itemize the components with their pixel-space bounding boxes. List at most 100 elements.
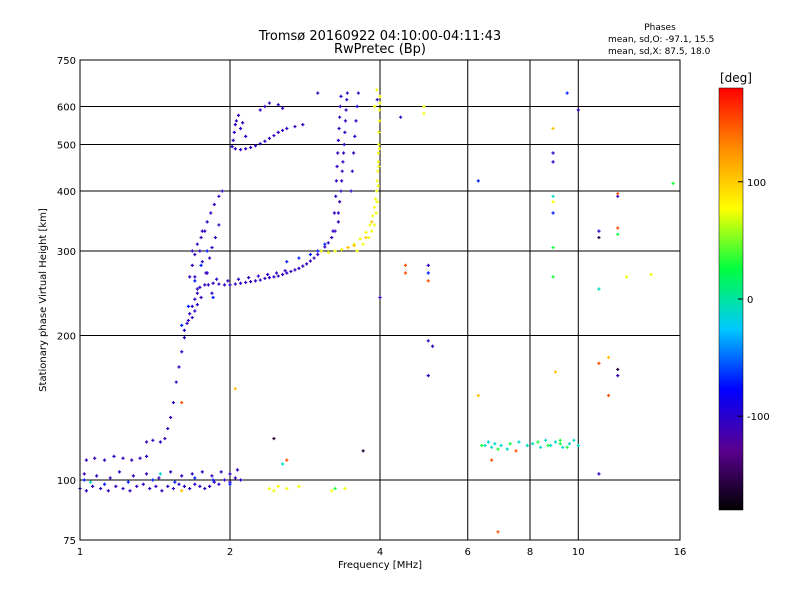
colorbar-label: [deg]: [720, 71, 752, 85]
echo-point: [186, 304, 190, 308]
echo-point: [597, 235, 601, 240]
echo-point: [358, 237, 362, 241]
echo-point: [185, 321, 189, 325]
echo-point: [361, 242, 365, 246]
echo-point: [551, 194, 555, 198]
chart-title: Tromsø 20160922 04:10:00-04:11:43: [258, 29, 501, 44]
echo-point: [198, 249, 202, 253]
echo-point: [99, 486, 103, 491]
echo-point: [378, 295, 382, 300]
echo-point: [525, 443, 529, 448]
echo-point: [350, 169, 354, 173]
echo-point: [267, 136, 272, 140]
echo-point: [344, 108, 348, 112]
y-tick-label: 500: [57, 141, 76, 152]
echo-point: [190, 249, 194, 253]
echo-point: [330, 235, 334, 240]
echo-point: [531, 442, 535, 446]
echo-point: [276, 103, 280, 107]
echo-point: [364, 235, 368, 240]
echo-point: [193, 275, 197, 279]
echo-point: [326, 250, 330, 255]
echo-point: [117, 470, 122, 474]
echo-point: [370, 220, 374, 224]
echo-point: [576, 108, 580, 112]
echo-point: [367, 235, 371, 240]
echo-point: [616, 226, 620, 230]
x-tick-label: 4: [377, 547, 383, 558]
echo-point: [339, 94, 343, 98]
echo-point: [249, 145, 253, 150]
echo-point: [180, 323, 184, 327]
echo-point: [351, 151, 356, 155]
echo-point: [597, 229, 601, 233]
echo-point: [308, 259, 313, 263]
echo-point: [217, 282, 221, 286]
echo-point: [193, 482, 197, 486]
echo-point: [375, 88, 379, 92]
echo-point: [337, 126, 341, 131]
echo-point: [226, 279, 230, 283]
echo-point: [319, 249, 323, 253]
echo-point: [84, 489, 88, 493]
echo-point: [190, 304, 194, 308]
echo-point: [238, 126, 243, 131]
echo-point: [336, 220, 340, 224]
echo-point: [355, 104, 359, 109]
echo-point: [280, 272, 285, 277]
echo-point: [158, 472, 163, 476]
echo-point: [565, 91, 569, 95]
echo-point: [283, 269, 287, 273]
echo-point: [200, 470, 204, 474]
echo-point: [336, 151, 340, 155]
echo-point: [247, 276, 251, 280]
echo-point: [180, 400, 184, 405]
echo-point: [323, 242, 327, 246]
echo-point: [551, 200, 555, 204]
echo-point: [496, 530, 500, 534]
x-tick-label: 8: [527, 547, 533, 558]
echo-point: [228, 283, 232, 287]
data-points: [78, 88, 675, 534]
x-tick-label: 2: [227, 547, 233, 558]
echo-point: [166, 484, 170, 488]
echo-point: [377, 142, 381, 147]
echo-point: [285, 458, 289, 462]
echo-point: [267, 101, 272, 105]
echo-point: [272, 436, 276, 441]
echo-point: [316, 252, 320, 257]
echo-point: [301, 264, 305, 268]
echo-point: [217, 482, 221, 486]
echo-point: [606, 355, 611, 360]
echo-point: [399, 115, 403, 119]
echo-point: [195, 302, 199, 307]
echo-point: [135, 484, 139, 488]
echo-point: [336, 211, 340, 215]
echo-point: [210, 291, 214, 295]
echo-point: [193, 252, 197, 257]
echo-point: [169, 470, 173, 474]
echo-point: [256, 274, 260, 278]
echo-point: [128, 489, 132, 493]
echo-point: [551, 126, 555, 131]
echo-point: [151, 478, 155, 482]
echo-point: [476, 179, 480, 183]
echo-point: [349, 189, 353, 193]
echo-point: [377, 130, 381, 134]
echo-point: [333, 249, 337, 253]
echo-point: [108, 476, 112, 480]
x-tick-label: 6: [465, 547, 471, 558]
colorbar-tick-label: 100: [747, 178, 766, 189]
echo-point: [203, 283, 207, 287]
echo-point: [274, 271, 279, 275]
y-axis-label: Stationary phase Virtual Height [km]: [38, 208, 49, 392]
echo-point: [199, 263, 203, 267]
echo-point: [551, 211, 555, 215]
echo-point: [403, 263, 408, 267]
echo-point: [138, 456, 142, 460]
echo-point: [244, 147, 248, 151]
echo-point: [343, 486, 347, 491]
echo-point: [188, 312, 192, 316]
echo-point: [597, 472, 601, 476]
echo-point: [340, 179, 344, 183]
